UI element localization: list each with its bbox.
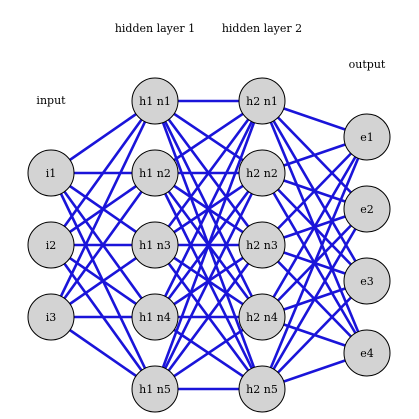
node-h1-n3: h1 n3 <box>131 221 179 269</box>
node-circle <box>238 365 286 413</box>
node-h2-n1: h2 n1 <box>238 77 286 125</box>
edge-h2-n3-to-e1 <box>260 135 369 247</box>
node-circle <box>343 257 391 305</box>
node-e2: e2 <box>343 185 391 233</box>
neuron-nodes: i1 i2 i3 h1 n1 h1 n2 h1 n3 h1 n4 h1 n5 h2 n1 h2 n… <box>27 77 391 413</box>
node-circle <box>131 221 179 269</box>
edge-h2-n5-to-e1 <box>260 135 369 391</box>
node-label: h1 n5 <box>139 383 171 396</box>
node-h2-n2: h2 n2 <box>238 149 286 197</box>
edge-h2-n4-to-e1 <box>260 135 369 319</box>
node-label: h1 n1 <box>139 95 171 108</box>
edge-h1-n3-to-h2-n1 <box>153 99 264 247</box>
node-label: h2 n5 <box>246 383 278 396</box>
node-label: h2 n3 <box>246 239 278 252</box>
node-h2-n4: h2 n4 <box>238 293 286 341</box>
edge-h1-n5-to-h2-n3 <box>153 243 264 391</box>
node-e4: e4 <box>343 329 391 377</box>
node-circle <box>27 221 75 269</box>
layer-labels: input hidden layer 1 hidden layer 2 outp… <box>36 22 385 107</box>
node-circle <box>131 77 179 125</box>
node-label: i3 <box>46 311 57 324</box>
edge-i2-to-h1-n1 <box>49 99 157 247</box>
node-circle <box>238 293 286 341</box>
node-label: h2 n4 <box>246 311 278 324</box>
node-circle <box>343 113 391 161</box>
edge-h2-n5-to-e3 <box>260 279 369 391</box>
node-h1-n2: h1 n2 <box>131 149 179 197</box>
edge-i3-to-h1-n1 <box>49 99 157 319</box>
node-label: h1 n2 <box>139 167 171 180</box>
node-circle <box>238 221 286 269</box>
node-label: e3 <box>360 275 374 288</box>
node-h2-n3: h2 n3 <box>238 221 286 269</box>
edge-i3-to-h1-n2 <box>49 171 157 319</box>
node-i3: i3 <box>27 293 75 341</box>
node-circle <box>238 77 286 125</box>
node-label: e2 <box>360 203 374 216</box>
node-circle <box>131 365 179 413</box>
node-label: i2 <box>46 239 57 252</box>
node-circle <box>343 329 391 377</box>
node-circle <box>27 149 75 197</box>
layer-label-hidden2: hidden layer 2 <box>222 22 302 35</box>
layer-label-input: input <box>36 94 66 107</box>
edge-h1-n4-to-h2-n1 <box>153 99 264 319</box>
node-label: h1 n4 <box>139 311 171 324</box>
node-i2: i2 <box>27 221 75 269</box>
edge-h1-n5-to-h2-n1 <box>153 99 264 391</box>
node-e1: e1 <box>343 113 391 161</box>
node-h1-n5: h1 n5 <box>131 365 179 413</box>
node-circle <box>131 149 179 197</box>
node-h2-n5: h2 n5 <box>238 365 286 413</box>
node-circle <box>238 149 286 197</box>
node-h1-n4: h1 n4 <box>131 293 179 341</box>
node-label: h2 n1 <box>246 95 278 108</box>
node-e3: e3 <box>343 257 391 305</box>
node-label: e1 <box>360 131 374 144</box>
node-i1: i1 <box>27 149 75 197</box>
layer-label-hidden1: hidden layer 1 <box>115 22 195 35</box>
edge-h1-n5-to-h2-n2 <box>153 171 264 391</box>
node-label: i1 <box>46 167 57 180</box>
node-h1-n1: h1 n1 <box>131 77 179 125</box>
node-label: e4 <box>360 347 374 360</box>
node-circle <box>343 185 391 233</box>
node-label: h1 n3 <box>139 239 171 252</box>
edge-h2-n5-to-e2 <box>260 207 369 391</box>
node-label: h2 n2 <box>246 167 278 180</box>
node-circle <box>131 293 179 341</box>
layer-label-output: output <box>349 58 386 71</box>
node-circle <box>27 293 75 341</box>
